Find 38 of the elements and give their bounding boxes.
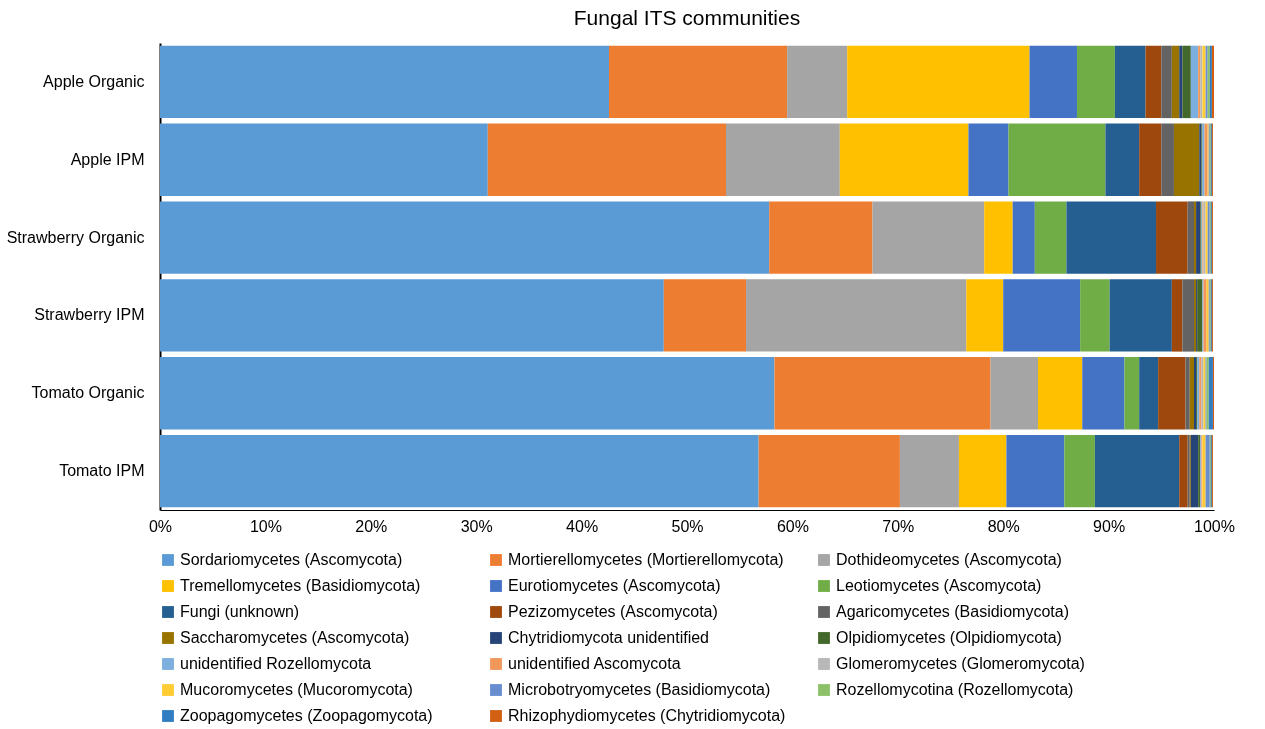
legend-label: Pezizomycetes (Ascomycota) [508,603,718,620]
legend-label: unidentified Ascomycota [508,655,681,672]
legend-label: unidentified Rozellomycota [180,655,372,672]
legend-label: Glomeromycetes (Glomeromycota) [836,655,1085,672]
legend-label: Eurotiomycetes (Ascomycota) [508,577,721,594]
x-tick-label: 50% [671,517,704,535]
legend-label: Rozellomycotina (Rozellomycota) [836,681,1074,698]
x-tick-label: 100% [1194,517,1235,535]
legend-label: Olpidiomycetes (Olpidiomycota) [836,629,1062,646]
legend-label: Agaricomycetes (Basidiomycota) [836,603,1069,620]
legend-label: Mortierellomycetes (Mortierellomycota) [508,551,784,568]
x-tick-label: 0% [148,517,173,535]
x-tick-label: 20% [355,517,388,535]
x-tick-label: 80% [987,517,1020,535]
y-tick-label: Tomato IPM [59,462,145,480]
y-tick-label: Tomato Organic [31,384,145,402]
legend-label: Fungi (unknown) [180,603,300,620]
legend-label: Saccharomycetes (Ascomycota) [180,629,410,646]
x-tick-label: 30% [460,517,493,535]
legend-label: Chytridiomycota unidentified [508,629,709,646]
x-tick-label: 90% [1093,517,1126,535]
x-tick-label: 60% [776,517,809,535]
legend-label: Tremellomycetes (Basidiomycota) [180,577,421,594]
legend-label: Mucoromycetes (Mucoromycota) [180,681,413,698]
x-tick-label: 70% [882,517,915,535]
legend-label: Rhizophydiomycetes (Chytridiomycota) [508,707,786,724]
legend-label: Sordariomycetes (Ascomycota) [180,551,403,568]
y-tick-label: Strawberry Organic [6,228,145,246]
legend-label: Zoopagomycetes (Zoopagomycota) [180,707,433,724]
x-tick-label: 10% [249,517,282,535]
legend-label: Dothideomycetes (Ascomycota) [836,551,1062,568]
legend-label: Microbotryomycetes (Basidiomycota) [508,681,771,698]
y-tick-label: Apple Organic [43,72,145,90]
x-tick-label: 40% [566,517,599,535]
legend-label: Leotiomycetes (Ascomycota) [836,577,1042,594]
y-tick-label: Strawberry IPM [34,306,145,324]
chart-title: Fungal ITS communities [573,6,801,29]
y-tick-label: Apple IPM [70,150,145,168]
